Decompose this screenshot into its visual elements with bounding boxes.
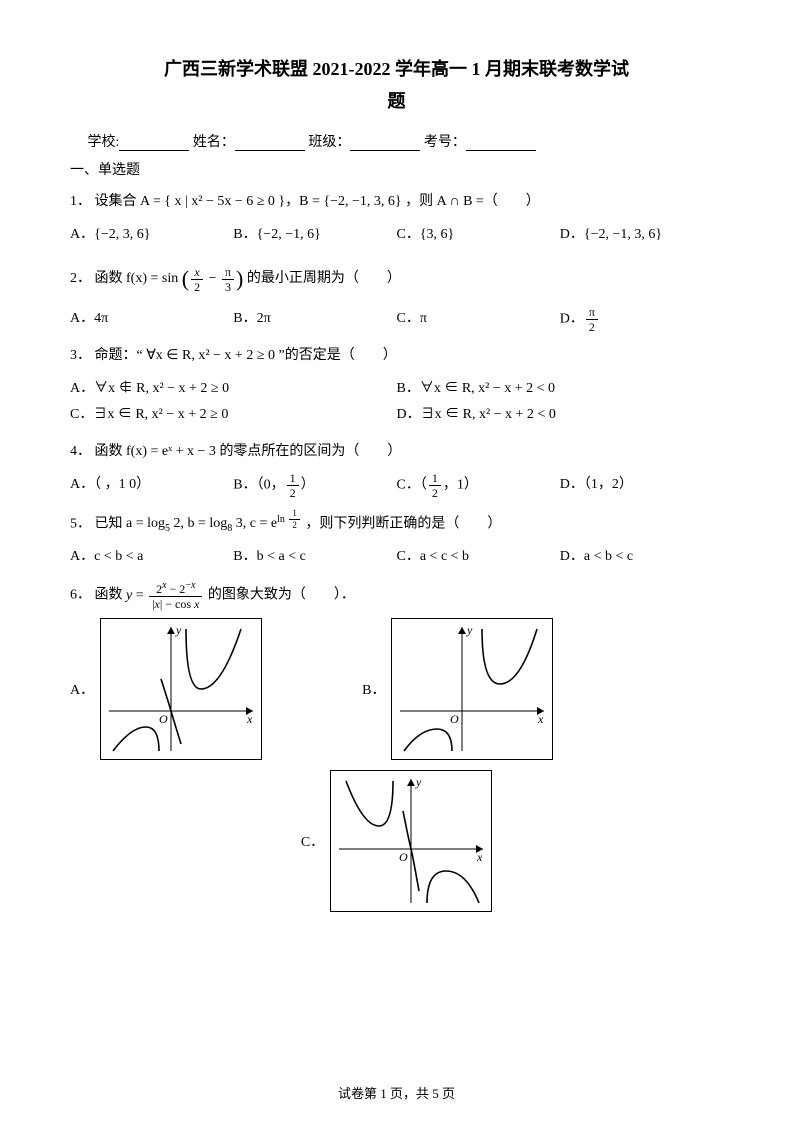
q4-stem-after: 的零点所在的区间为（ ） [219,444,401,459]
svg-text:O: O [399,850,408,864]
q6-num: 6． [70,588,91,603]
q3-num: 3． [70,348,91,363]
q2-opt-a: A．4π [70,306,233,333]
q2-opt-d: D．π2 [560,306,723,333]
q6-option-c: C． y x O [301,770,492,912]
q4-opt-d: D．（1，2） [560,472,723,499]
q6-graph-row-1: A． y x O B． [70,618,723,760]
page-footer: 试卷第 1 页，共 5 页 [0,1083,793,1102]
q3-opt-c: C．∃x ∈ R, x² − x + 2 ≥ 0 [70,402,397,429]
svg-text:x: x [246,712,253,726]
page-title-line2: 题 [70,87,723,113]
q4-opt-a: A．（ ，1 0） [70,472,233,499]
q5-opt-c: C．a < c < b [397,544,560,571]
graph-a-icon: y x O [100,618,262,760]
q5-options: A．c < b < a B．b < a < c C．a < c < b D．a … [70,544,723,571]
svg-text:x: x [537,712,544,726]
q2-frac1: x2 [191,266,203,293]
q5-stem-before: 已知 [95,516,127,531]
label-name: 姓名： [193,135,235,150]
q1-opt-d: D．{−2, −1, 3, 6} [560,222,723,249]
q1-opt-b: B．{−2, −1, 6} [233,222,396,249]
page-title-line1: 广西三新学术联盟 2021-2022 学年高一 1 月期末联考数学试 [70,55,723,81]
label-class: 班级： [308,135,350,150]
section-heading: 一、单选题 [70,159,723,179]
blank-examno [466,136,536,151]
q3-options: A．∀x ∉ R, x² − x + 2 ≥ 0 B．∀x ∈ R, x² − … [70,376,723,429]
label-examno: 考号： [424,135,466,150]
graph-b-icon: y x O [391,618,553,760]
q1-math: A = { x | x² − 5x − 6 ≥ 0 }，B = {−2, −1,… [140,194,402,209]
svg-text:x: x [476,850,483,864]
q4-opt-b: B．（0，12） [233,472,396,499]
q5-math: a = log5 2, b = log8 3, c = eln 12 [126,516,302,531]
question-5: 5． 已知 a = log5 2, b = log8 3, c = eln 12… [70,509,723,538]
q5-opt-d: D．a < b < c [560,544,723,571]
q4-options: A．（ ，1 0） B．（0，12） C．（12，1） D．（1，2） [70,472,723,499]
q6-label-b: B． [362,679,385,699]
svg-text:O: O [159,712,168,726]
q2-frac2: π3 [222,266,234,293]
q2-func: f(x) = sin [126,271,178,286]
q3-opt-d: D．∃x ∈ R, x² − x + 2 < 0 [397,402,724,429]
q1-opt-c: C．{3, 6} [397,222,560,249]
q5-opt-a: A．c < b < a [70,544,233,571]
question-4: 4． 函数 f(x) = eˣ + x − 3 的零点所在的区间为（ ） [70,439,723,466]
q3-opt-b: B．∀x ∈ R, x² − x + 2 < 0 [397,376,724,403]
svg-text:y: y [175,623,182,637]
q6-label-c: C． [301,831,324,851]
q6-math: y = 2x − 2−x|x| − cos x [126,588,204,603]
blank-school [119,136,189,151]
q3-math: ∀x ∈ R, x² − x + 2 ≥ 0 [146,348,275,363]
q2-rparen: ) [236,266,243,291]
student-info-line: 学校: 姓名： 班级： 考号： [70,131,723,151]
svg-text:O: O [450,712,459,726]
question-2: 2． 函数 f(x) = sin (x2 − π3) 的最小正周期为（ ） [70,258,723,300]
q5-opt-b: B．b < a < c [233,544,396,571]
q5-num: 5． [70,516,91,531]
svg-text:y: y [415,775,422,789]
question-6: 6． 函数 y = 2x − 2−x|x| − cos x 的图象大致为（ ）． [70,581,723,610]
blank-name [235,136,305,151]
q6-graph-row-2: C． y x O [70,770,723,912]
question-3: 3． 命题：“ ∀x ∈ R, x² − x + 2 ≥ 0 ”的否定是（ ） [70,343,723,370]
q1-stem-before: 设集合 [95,194,141,209]
q6-stem-prefix: 函数 [95,588,127,603]
q5-stem-after: ，则下列判断正确的是（ ） [305,516,501,531]
q4-stem-before: 函数 [95,444,127,459]
svg-text:y: y [466,623,473,637]
q1-options: A．{−2, 3, 6} B．{−2, −1, 6} C．{3, 6} D．{−… [70,222,723,249]
q6-option-a: A． y x O [70,618,262,760]
q2-opt-c: C．π [397,306,560,333]
q2-stem-prefix: 函数 [95,271,127,286]
q6-label-a: A． [70,679,94,699]
label-school: 学校: [88,135,120,150]
q3-stem-before: 命题：“ [95,348,143,363]
q4-math: f(x) = eˣ + x − 3 [126,444,216,459]
q4-opt-c: C．（12，1） [397,472,560,499]
q1-opt-a: A．{−2, 3, 6} [70,222,233,249]
q6-stem-suffix: 的图象大致为（ ）． [208,588,355,603]
q3-stem-after: ”的否定是（ ） [279,348,397,363]
q3-opt-a: A．∀x ∉ R, x² − x + 2 ≥ 0 [70,376,397,403]
exam-page: 广西三新学术联盟 2021-2022 学年高一 1 月期末联考数学试 题 学校:… [0,0,793,1122]
q1-stem-after: ，则 A ∩ B =（ ） [405,194,540,209]
q4-num: 4． [70,444,91,459]
q2-lparen: ( [182,266,189,291]
q2-opt-b: B．2π [233,306,396,333]
q6-option-b: B． y x O [362,618,553,760]
blank-class [350,136,420,151]
question-1: 1． 设集合 A = { x | x² − 5x − 6 ≥ 0 }，B = {… [70,189,723,216]
q2-stem-suffix: 的最小正周期为（ ） [247,271,401,286]
q2-num: 2． [70,271,91,286]
graph-c-icon: y x O [330,770,492,912]
q2-options: A．4π B．2π C．π D．π2 [70,306,723,333]
q1-num: 1． [70,194,91,209]
